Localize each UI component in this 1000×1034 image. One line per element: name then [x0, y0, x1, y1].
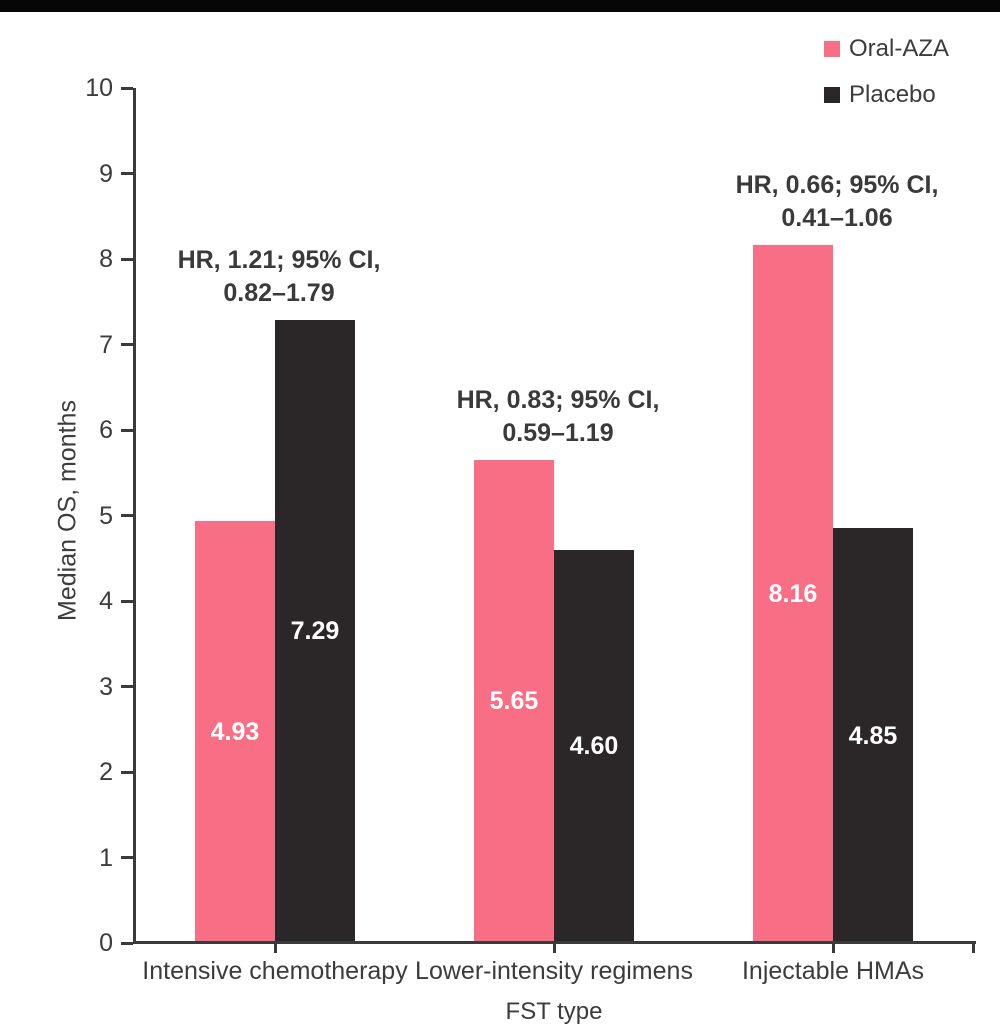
bar-placebo [833, 528, 913, 941]
legend-item-placebo: Placebo [824, 81, 936, 109]
category-label: Injectable HMAs [741, 957, 925, 985]
y-axis-tick-label: 1 [99, 843, 113, 872]
y-axis-tick-label: 2 [99, 758, 113, 786]
y-axis-tick-label: 5 [99, 501, 113, 530]
category-label: Lower-intensity regimens [415, 957, 693, 985]
x-axis-tick [273, 944, 277, 953]
hr-annotation: HR, 0.83; 95% CI, 0.59–1.19 [388, 384, 728, 450]
bar-value-label: 4.93 [210, 718, 260, 747]
bar-value-label: 4.85 [848, 721, 898, 750]
bar-value-label: 8.16 [768, 580, 818, 609]
legend-label: Placebo [849, 81, 936, 108]
y-axis-tick [121, 685, 133, 688]
hr-annotation: HR, 0.66; 95% CI, 0.41–1.06 [667, 169, 1000, 235]
y-axis-tick-label: 3 [99, 672, 113, 701]
bar-value-label: 7.29 [290, 617, 340, 646]
x-axis-tick [971, 944, 975, 953]
y-axis-tick [121, 257, 133, 261]
bar-oral-aza [195, 521, 275, 941]
hr-annotation-line: HR, 0.83; 95% CI, [456, 385, 660, 414]
bar-oral-aza [474, 459, 554, 941]
hr-annotation-line: 0.41–1.06 [781, 204, 893, 233]
legend-item-oral-aza: Oral-AZA [824, 35, 949, 63]
y-axis-tick [121, 941, 133, 945]
hr-annotation: HR, 1.21; 95% CI, 0.82–1.79 [109, 244, 449, 310]
bar-placebo [554, 549, 634, 941]
category-label: Intensive chemotherapy [142, 957, 408, 985]
y-axis-tick [121, 428, 133, 432]
y-axis-tick-label: 6 [99, 416, 113, 444]
x-axis [133, 941, 976, 944]
y-axis-tick-label: 4 [99, 587, 113, 615]
legend-swatch-icon [824, 87, 840, 103]
bar-value-label: 5.65 [489, 687, 539, 716]
x-axis-tick [831, 944, 835, 953]
y-axis-tick-label: 0 [99, 929, 113, 957]
y-axis-tick [121, 770, 133, 774]
hr-annotation-line: HR, 0.66; 95% CI, [735, 171, 939, 200]
y-axis-tick [121, 514, 133, 517]
bar-value-label: 4.60 [569, 732, 619, 761]
hr-annotation-line: 0.82–1.79 [223, 278, 335, 307]
y-axis-tick [121, 599, 133, 603]
x-axis-tick [552, 944, 556, 953]
bar-placebo [275, 319, 355, 941]
hr-annotation-line: 0.59–1.19 [502, 418, 614, 447]
x-axis-title: FST type [505, 998, 603, 1025]
top-banner [0, 0, 1000, 12]
y-axis-tick-label: 10 [85, 74, 113, 102]
y-axis-tick-label: 7 [99, 330, 113, 359]
y-axis-tick [121, 86, 133, 90]
hr-annotation-line: HR, 1.21; 95% CI, [177, 245, 381, 274]
legend-label: Oral-AZA [849, 35, 950, 62]
legend-swatch-icon [824, 41, 840, 57]
y-axis-tick [121, 172, 133, 175]
bar-oral-aza [753, 245, 833, 941]
y-axis-tick-label: 9 [99, 159, 113, 188]
y-axis-tick-label: 8 [99, 245, 113, 273]
y-axis-tick [121, 343, 133, 346]
y-axis-tick [121, 856, 133, 859]
y-axis [133, 88, 136, 944]
